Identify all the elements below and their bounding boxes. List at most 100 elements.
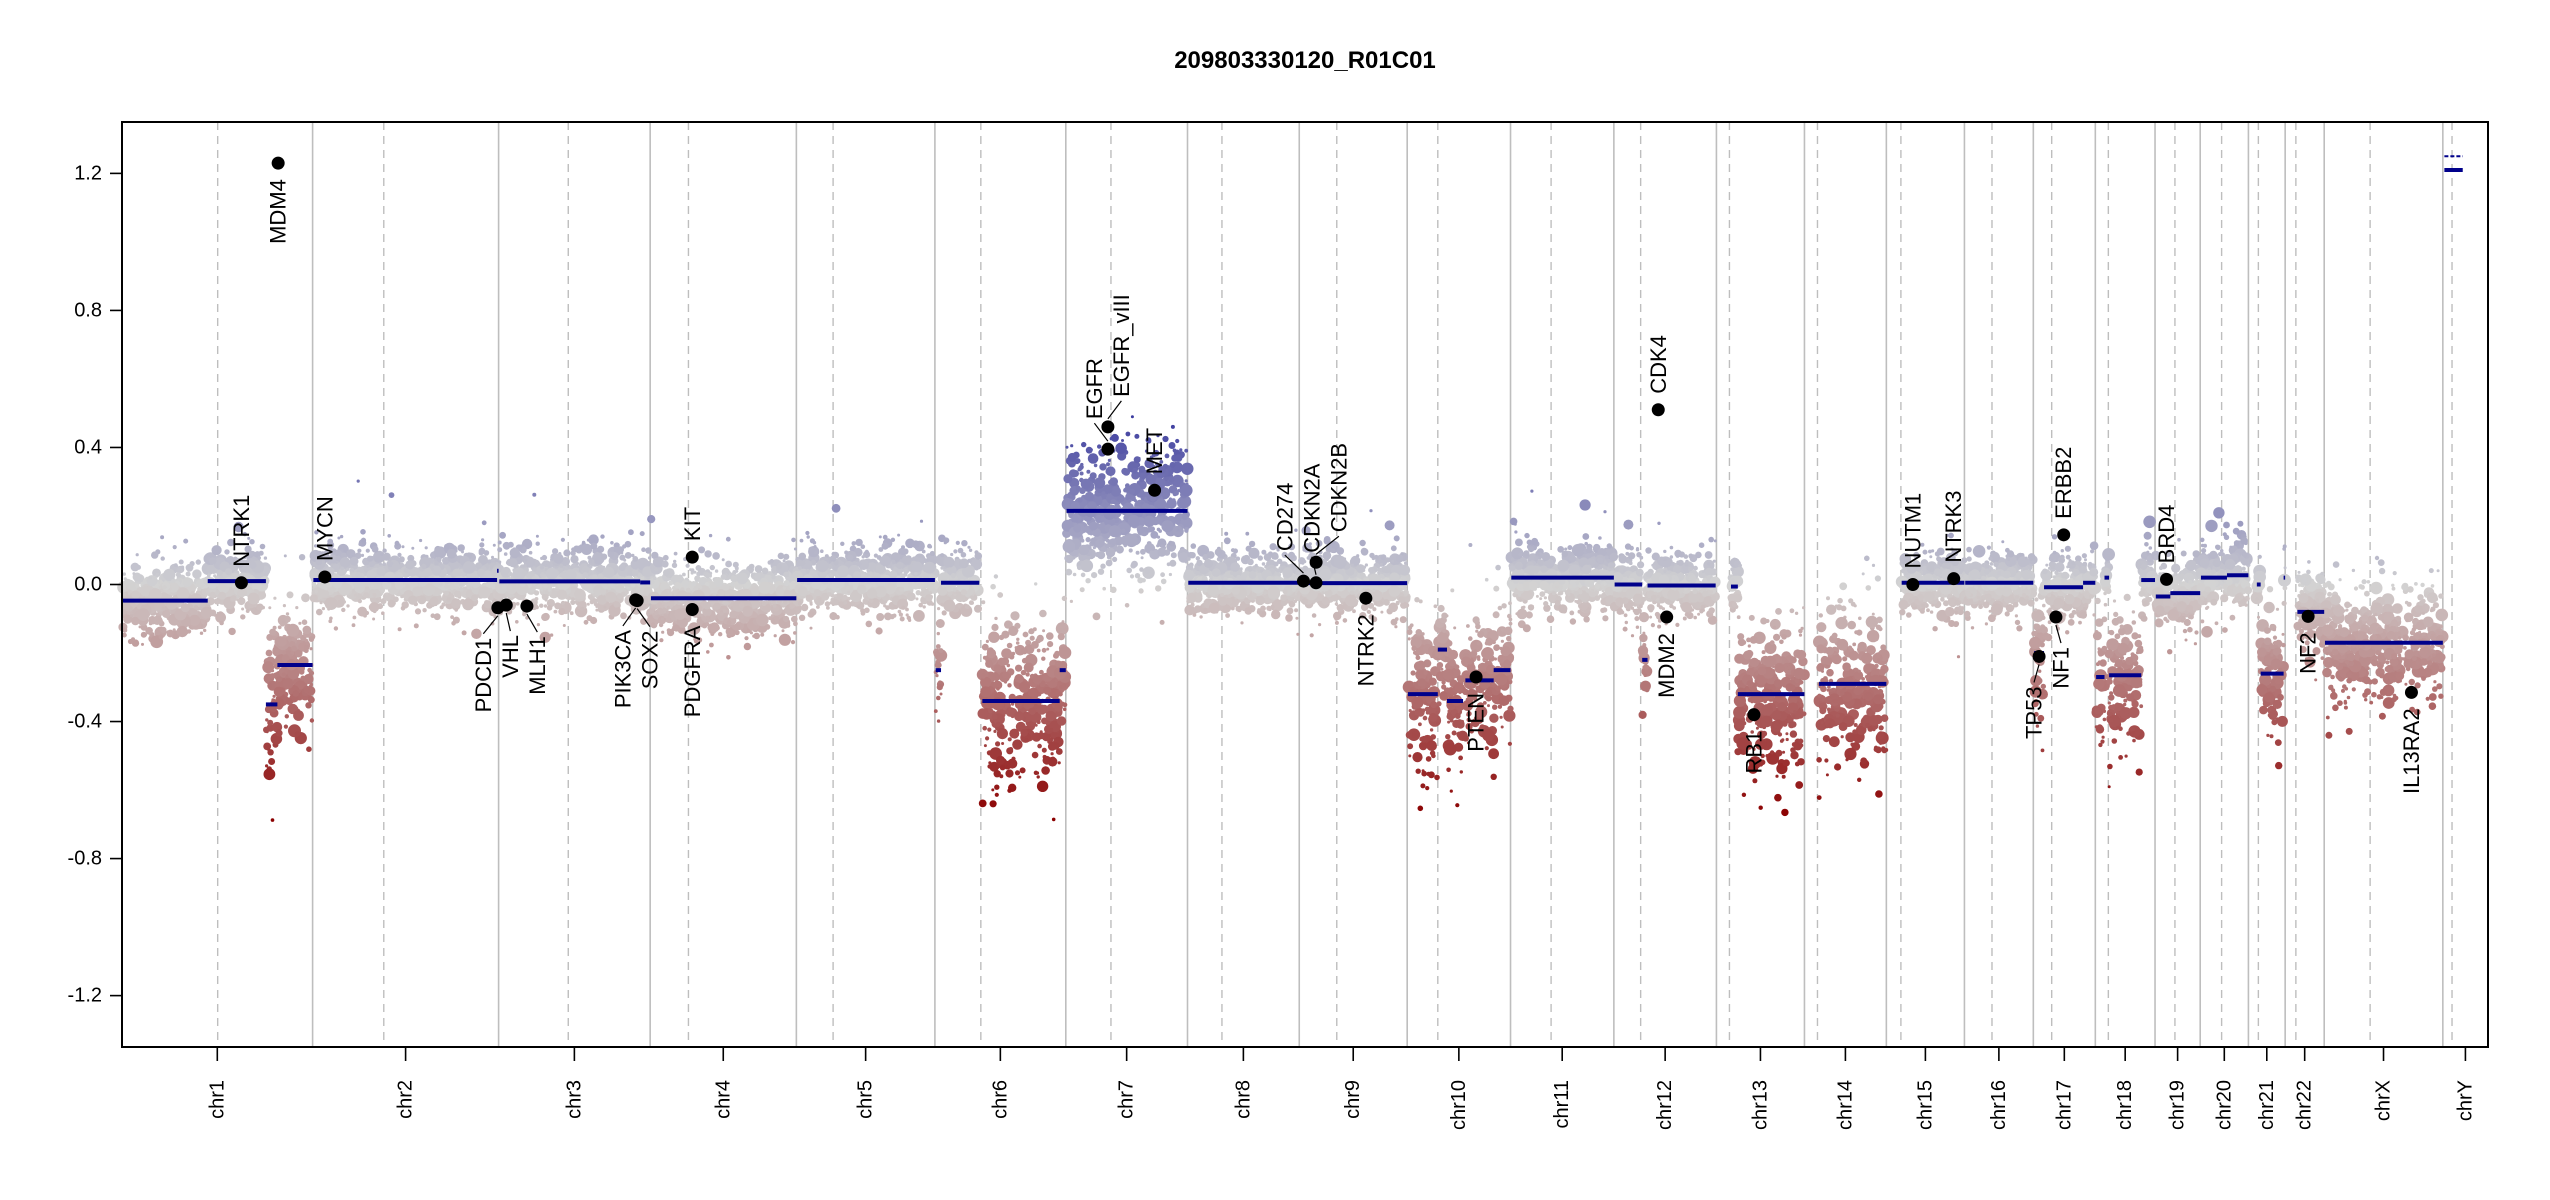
bin-point	[754, 565, 763, 573]
bin-point	[1012, 739, 1023, 750]
bin-point	[1184, 479, 1188, 483]
bin-point	[1110, 586, 1117, 593]
bin-point	[475, 562, 483, 569]
bin-point	[346, 604, 350, 608]
bin-point	[961, 540, 968, 547]
bin-point	[726, 655, 731, 660]
bin-point	[353, 593, 358, 597]
bin-point	[1184, 527, 1189, 532]
bin-point	[176, 626, 188, 638]
bin-point	[1074, 458, 1081, 464]
bin-point	[1000, 729, 1006, 735]
bin-point	[588, 565, 593, 569]
bin-point	[249, 561, 257, 569]
bin-point	[1133, 456, 1141, 464]
bin-point	[844, 550, 849, 555]
bin-point	[607, 551, 614, 558]
bin-point	[324, 597, 338, 610]
bin-point	[605, 591, 617, 603]
bin-point	[206, 597, 215, 606]
bin-point	[556, 589, 568, 600]
bin-point	[343, 570, 347, 575]
bin-point	[940, 602, 944, 607]
bin-point	[876, 613, 885, 621]
bin-point	[277, 730, 283, 736]
bin-point	[1021, 657, 1028, 664]
bin-point	[121, 601, 131, 611]
bin-point	[1069, 599, 1073, 604]
bin-point	[1078, 498, 1083, 503]
bin-point	[687, 622, 701, 635]
bin-point	[798, 614, 806, 621]
bin-point	[462, 598, 474, 611]
bin-point	[267, 748, 271, 752]
bin-point	[1199, 615, 1203, 619]
bin-point	[546, 567, 558, 580]
bin-point	[1162, 492, 1169, 498]
bin-point	[1058, 646, 1072, 659]
bin-point	[1085, 537, 1091, 543]
bin-point	[365, 548, 370, 553]
bin-point	[960, 552, 967, 558]
bin-point	[758, 582, 770, 594]
bin-point	[1039, 669, 1044, 675]
bin-point	[1270, 604, 1275, 610]
bin-point	[1014, 711, 1024, 722]
bin-point	[267, 683, 273, 689]
bin-point	[1037, 743, 1042, 749]
bin-point	[1014, 770, 1021, 776]
bin-point	[218, 591, 227, 600]
bin-point	[974, 552, 983, 560]
bin-point	[422, 583, 436, 596]
bin-point	[797, 586, 808, 597]
bin-point	[665, 610, 670, 615]
bin-point	[520, 544, 524, 548]
bin-point	[939, 692, 943, 696]
bin-point	[1254, 563, 1258, 567]
bin-point	[993, 729, 997, 734]
bin-point	[838, 601, 844, 607]
bin-point	[981, 600, 986, 605]
bin-point	[761, 600, 767, 607]
bin-point	[783, 600, 788, 605]
bin-point	[1109, 538, 1117, 545]
bin-point	[544, 598, 548, 602]
bin-point	[135, 553, 139, 557]
bin-point	[185, 571, 191, 577]
bin-point	[379, 599, 383, 603]
bin-point	[1080, 478, 1092, 490]
bin-point	[1247, 567, 1253, 572]
bin-point	[967, 558, 972, 563]
bin-point	[281, 672, 286, 677]
bin-point	[968, 548, 973, 552]
bin-point	[805, 594, 813, 602]
bin-point	[382, 592, 392, 601]
bin-point	[553, 553, 564, 564]
bin-point	[346, 567, 350, 572]
bin-point	[1091, 572, 1098, 579]
bin-point	[783, 571, 790, 578]
bin-point	[1026, 721, 1031, 727]
bin-point	[783, 553, 790, 560]
bin-point	[1101, 502, 1106, 507]
bin-point	[554, 602, 562, 610]
bin-point	[653, 557, 661, 565]
bin-point	[346, 549, 356, 559]
bin-point	[376, 583, 382, 589]
bin-point	[1039, 609, 1047, 618]
bin-point	[1155, 585, 1162, 592]
bin-point	[446, 597, 452, 602]
bin-point	[797, 601, 803, 606]
bin-point	[344, 584, 353, 593]
bin-point	[581, 543, 593, 556]
bin-point	[582, 572, 589, 578]
bin-point	[286, 591, 294, 599]
bin-point	[382, 552, 391, 561]
bin-point	[269, 705, 277, 713]
bin-point	[195, 559, 201, 565]
bin-point	[722, 608, 727, 613]
bin-point	[441, 602, 446, 607]
bin-point	[778, 633, 792, 646]
bin-point	[793, 631, 797, 635]
bin-point	[569, 611, 574, 616]
